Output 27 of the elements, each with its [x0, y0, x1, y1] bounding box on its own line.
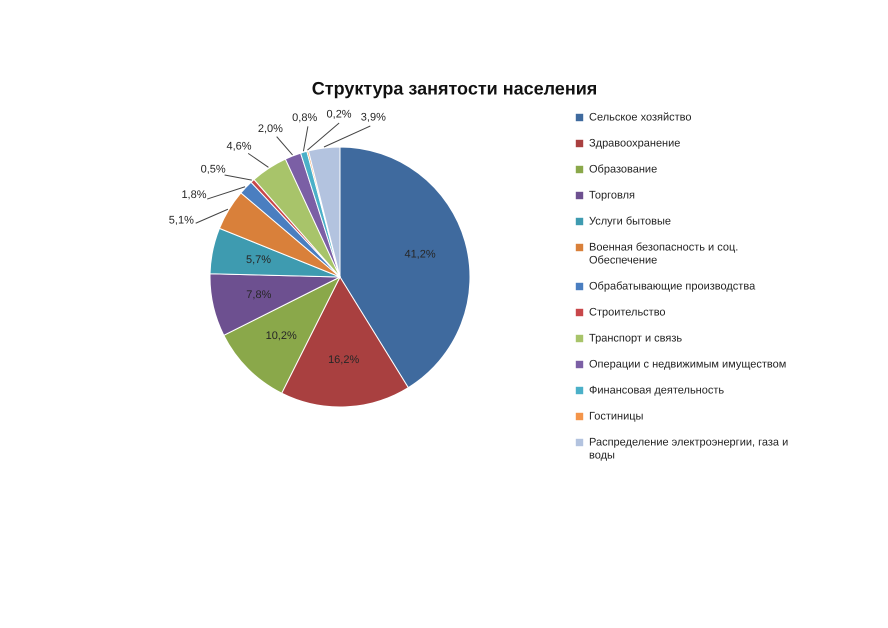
data-label: 5,7%	[246, 254, 272, 266]
data-label: 5,1%	[168, 214, 194, 226]
data-label: 3,9%	[360, 112, 386, 124]
data-label: 7,8%	[246, 289, 272, 302]
legend-label: Операции с недвижимым имуществом	[589, 358, 786, 370]
data-label: 1,8%	[181, 188, 207, 201]
legend-label: Образование	[589, 164, 658, 176]
data-label: 0,5%	[200, 163, 226, 176]
data-label: 2,0%	[258, 122, 284, 135]
data-label: 41,2%	[404, 248, 436, 260]
data-label: 4,6%	[226, 140, 252, 153]
legend-label: Распределение электроэнергии, газа и воды	[589, 436, 788, 462]
legend-label: Услуги бытовые	[589, 216, 671, 228]
legend-label: Торговля	[589, 190, 635, 202]
data-label: 10,2%	[266, 330, 297, 342]
legend-label: Гостиницы	[589, 410, 644, 422]
legend-label: Транспорт и связь	[589, 332, 682, 344]
legend-label: Здравоохранение	[589, 138, 680, 150]
legend-label: Строительство	[589, 306, 666, 318]
legend-label: Военная безопасность и соц. Обеспечение	[589, 242, 738, 266]
chart-title: Структура занятости населения	[312, 78, 598, 99]
legend-label: Финансовая деятельность	[589, 384, 724, 396]
legend-label: Обрабатывающие производства	[589, 280, 756, 292]
data-label: 0,8%	[292, 112, 318, 124]
data-label: 16,2%	[328, 354, 360, 366]
legend-label: Сельское хозяйство	[589, 112, 692, 124]
data-label: 0,2%	[326, 108, 352, 121]
